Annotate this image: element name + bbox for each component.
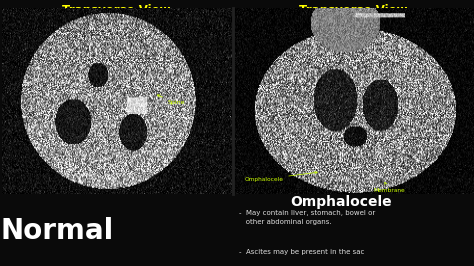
Text: -  May contain liver, stomach, bowel or
   other abdominal organs.: - May contain liver, stomach, bowel or o…	[239, 210, 375, 225]
Text: Omphalocele: Omphalocele	[291, 195, 392, 209]
Text: Transverse View: Transverse View	[299, 4, 407, 17]
Text: Omphalocele: Omphalocele	[244, 172, 317, 182]
Text: Spine: Spine	[157, 95, 185, 105]
Text: Normal: Normal	[0, 217, 113, 246]
Text: -  Ascites may be present in the sac: - Ascites may be present in the sac	[239, 249, 365, 255]
Text: Transverse View: Transverse View	[62, 4, 170, 17]
Text: Membrane: Membrane	[374, 182, 405, 193]
